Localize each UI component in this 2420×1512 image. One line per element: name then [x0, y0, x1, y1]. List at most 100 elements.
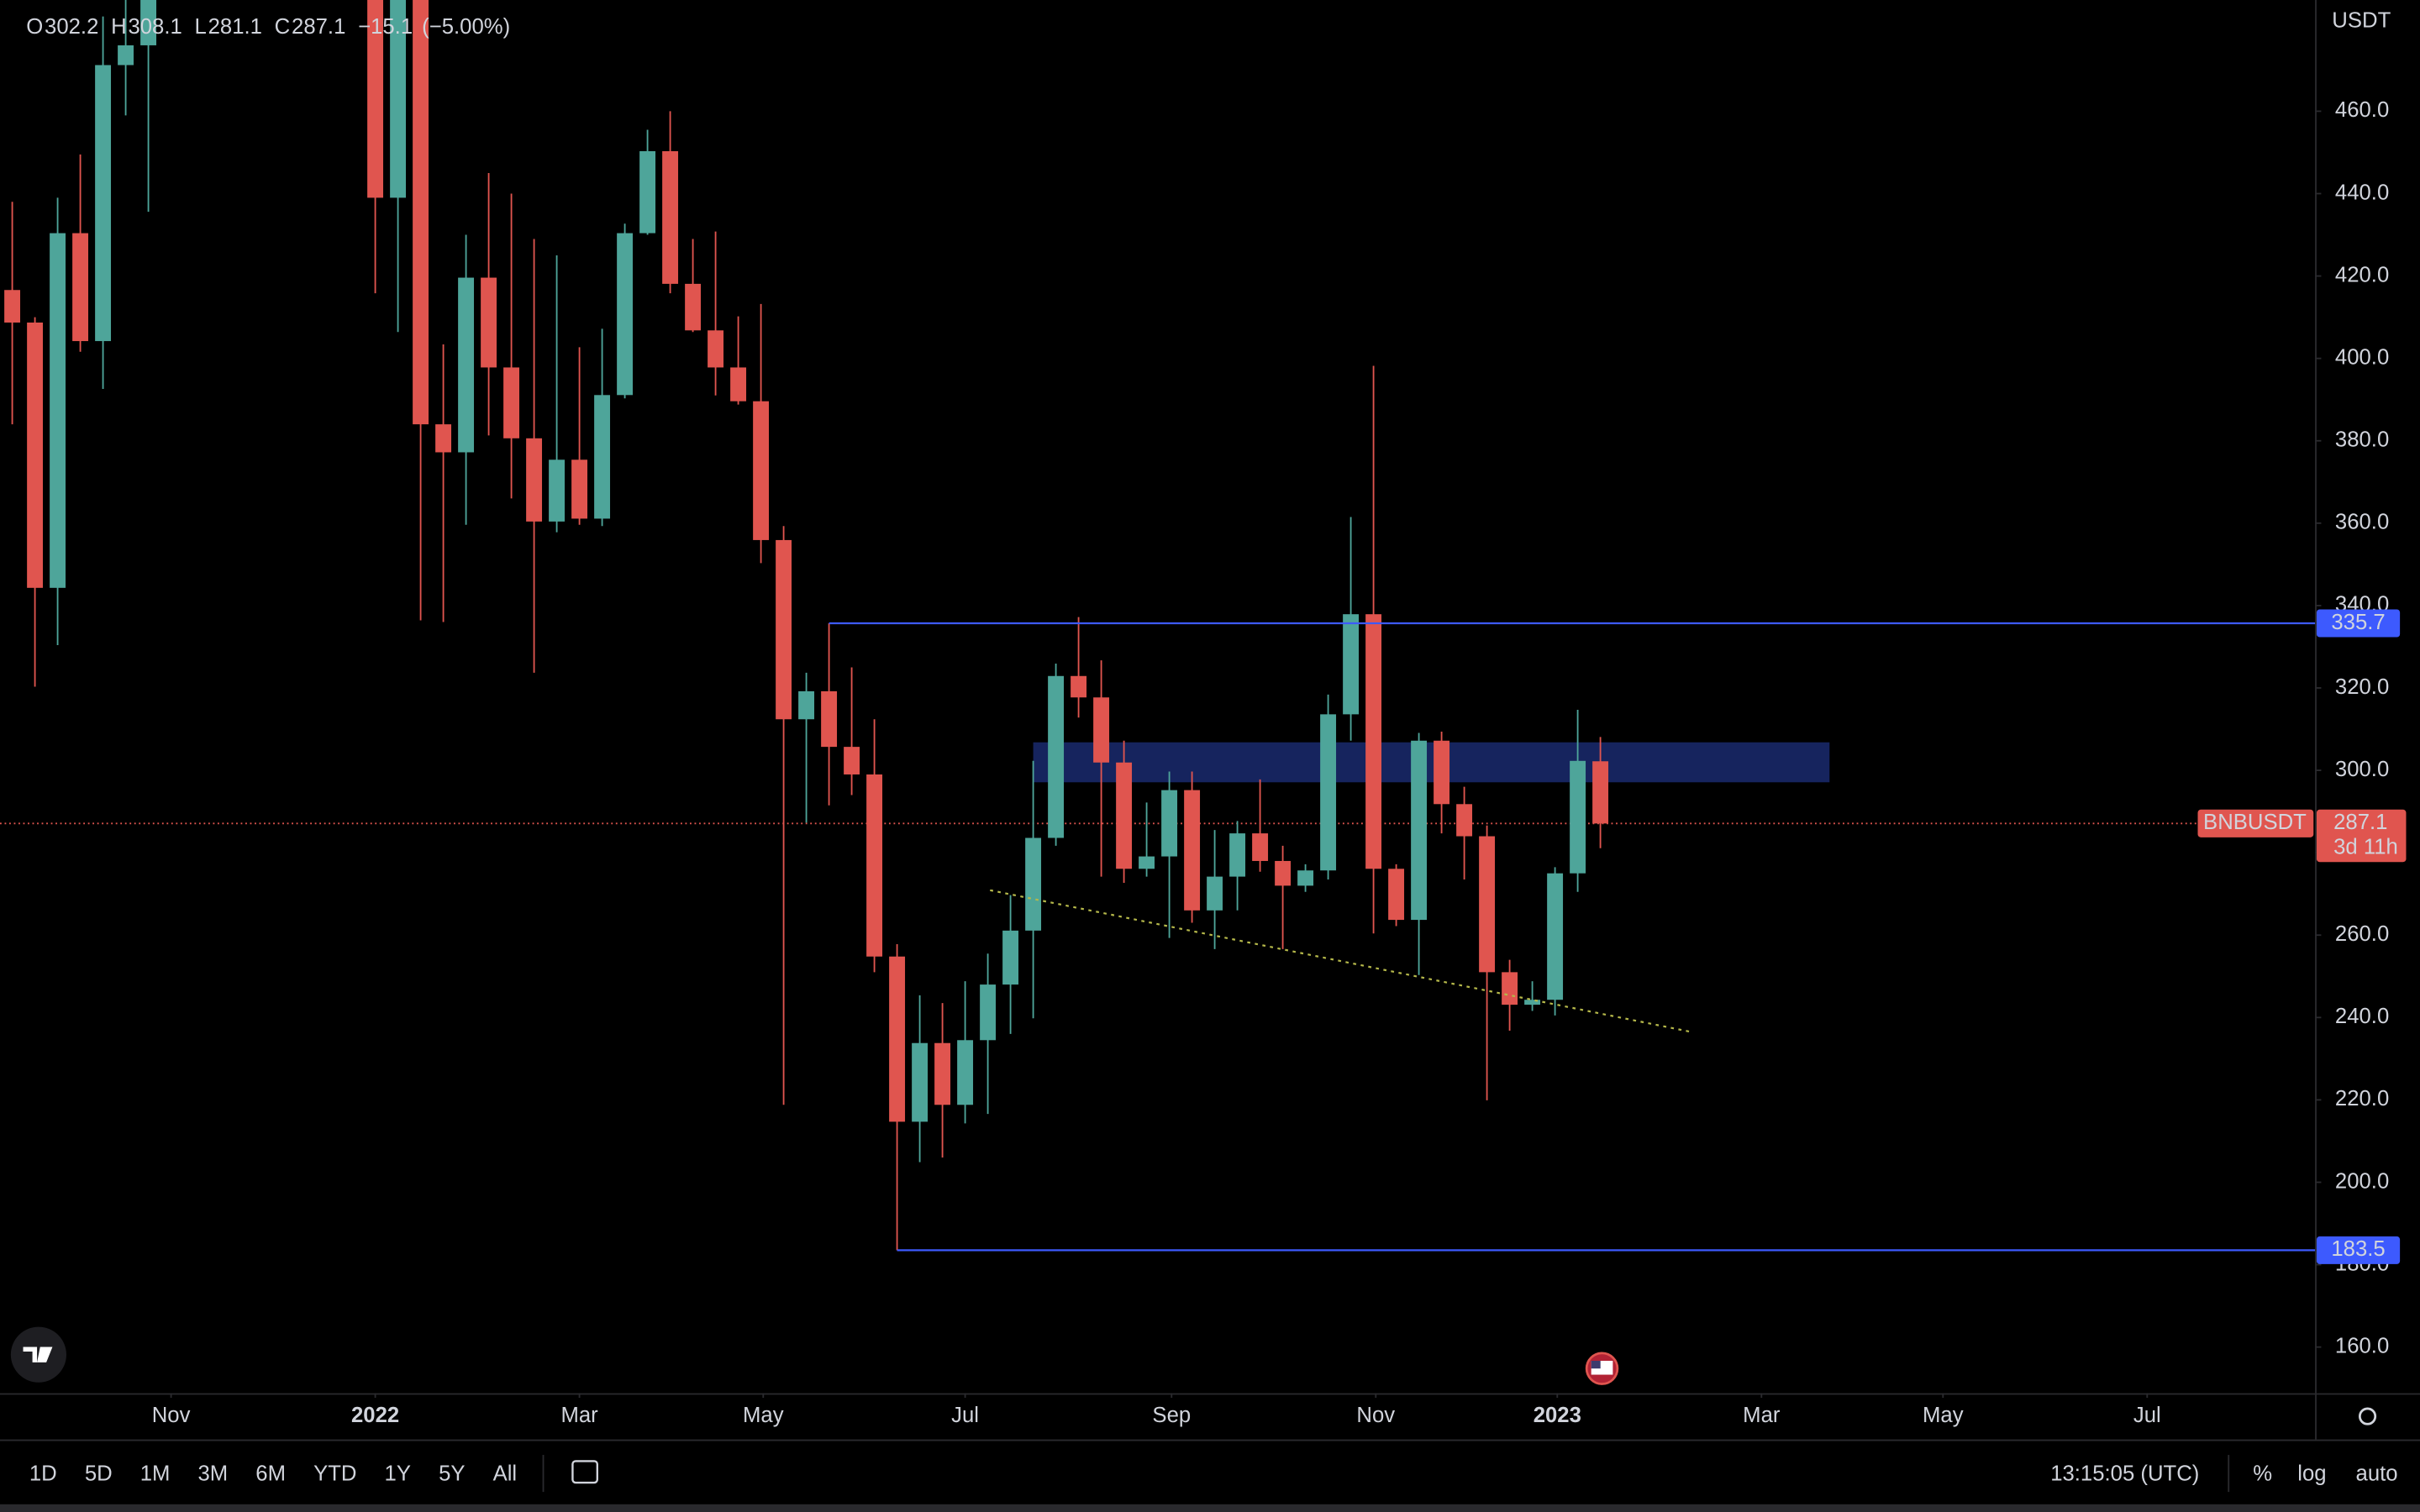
candle-body — [912, 1042, 929, 1122]
scale-option[interactable]: % — [2253, 1462, 2272, 1486]
candle-body — [435, 424, 452, 453]
candle-body — [390, 0, 407, 198]
candle-body — [1524, 1000, 1541, 1005]
y-tick-label: 320.0 — [2335, 675, 2389, 699]
candle-body — [1388, 869, 1405, 921]
candle-body — [118, 45, 134, 66]
candle-body — [934, 1042, 951, 1105]
candle-body — [776, 539, 792, 720]
last-price-tag — [2316, 809, 2407, 863]
y-tick-label: 240.0 — [2335, 1005, 2389, 1028]
countdown-label: 3d 11h — [2333, 836, 2398, 859]
last-price-label: 287.1 — [2333, 811, 2387, 834]
y-tick-label: 460.0 — [2335, 98, 2389, 122]
y-tick-label: 200.0 — [2335, 1169, 2389, 1193]
candle-body — [821, 690, 838, 748]
candle-body — [594, 395, 611, 519]
candle-body — [1570, 760, 1586, 874]
y-tick-label: 400.0 — [2335, 345, 2389, 369]
y-tick-label: 260.0 — [2335, 922, 2389, 946]
candle-body — [1229, 833, 1246, 877]
x-tick-label: Nov — [152, 1404, 191, 1427]
y-tick-label: 300.0 — [2335, 758, 2389, 781]
candle-body — [1275, 860, 1292, 886]
change-percent: (−5.00%) — [422, 15, 510, 39]
candle-body — [1184, 790, 1201, 911]
candle-body — [1093, 697, 1110, 763]
candle-body — [1502, 972, 1518, 1005]
candle-body — [1161, 790, 1178, 857]
x-tick-label: Mar — [1743, 1404, 1781, 1427]
range-button[interactable]: 3M — [198, 1462, 229, 1486]
range-button[interactable]: 1Y — [385, 1462, 411, 1486]
ohlc-key: O — [26, 15, 43, 39]
candle-body — [4, 290, 21, 323]
y-tick-label: 420.0 — [2335, 263, 2389, 286]
candle-body — [617, 233, 634, 396]
candle-body — [753, 401, 770, 540]
scale-option[interactable]: auto — [2356, 1462, 2398, 1486]
scale-option[interactable]: log — [2297, 1462, 2326, 1486]
candle-body — [1025, 837, 1042, 931]
candle-body — [1252, 833, 1269, 861]
settings-icon[interactable] — [2358, 1407, 2377, 1425]
candle-body — [730, 367, 747, 402]
ohlc-value: 308.1 — [128, 15, 182, 39]
logo-mark — [23, 1347, 53, 1362]
x-tick-label: Sep — [1152, 1404, 1191, 1427]
x-tick-label: 2022 — [351, 1404, 399, 1427]
range-button[interactable]: YTD — [313, 1462, 356, 1486]
currency-selector[interactable]: USDT — [2332, 9, 2391, 33]
candle-body — [957, 1040, 974, 1105]
candle-body — [140, 0, 157, 45]
candle-body — [95, 65, 112, 342]
change-value: −15.1 — [358, 15, 413, 39]
price-tag — [2316, 1236, 2401, 1264]
y-tick-label: 160.0 — [2335, 1334, 2389, 1357]
candle-body — [1071, 675, 1087, 698]
ohlc-key: C — [275, 15, 291, 39]
y-tick-label: 220.0 — [2335, 1087, 2389, 1110]
candle-body — [1434, 740, 1450, 805]
y-tick-label: 380.0 — [2335, 428, 2389, 452]
symbol-tag-label: BNBUSDT — [2203, 811, 2307, 834]
y-tick-label: 440.0 — [2335, 181, 2389, 204]
candle-body — [503, 367, 520, 438]
x-tick-label: Jul — [2133, 1404, 2161, 1427]
date-range-icon[interactable] — [571, 1460, 599, 1484]
candle-body — [1411, 740, 1428, 921]
range-button[interactable]: All — [493, 1462, 518, 1486]
candle-body — [866, 774, 883, 957]
candle-body — [571, 459, 588, 519]
range-button[interactable]: 1D — [29, 1462, 57, 1486]
candle-body — [481, 277, 497, 368]
range-button[interactable]: 6M — [255, 1462, 286, 1486]
candle-body — [1139, 856, 1155, 869]
bottom-strip — [0, 1504, 2420, 1512]
candle-body — [844, 747, 860, 774]
candle-body — [980, 984, 997, 1041]
candles — [4, 0, 1609, 1251]
candle-body — [1479, 836, 1496, 973]
candle-body — [1320, 714, 1337, 871]
price-tag-label: 335.7 — [2331, 611, 2385, 634]
candle-body — [27, 322, 44, 588]
candle-body — [526, 438, 543, 522]
candle-body — [1343, 614, 1360, 715]
candle-body — [1048, 675, 1065, 838]
range-button[interactable]: 1M — [140, 1462, 171, 1486]
x-tick-label: Jul — [951, 1404, 979, 1427]
range-button[interactable]: 5Y — [439, 1462, 465, 1486]
price-tag-label: 183.5 — [2331, 1237, 2385, 1261]
x-tick-label: May — [743, 1404, 784, 1427]
ohlc-value: 281.1 — [208, 15, 262, 39]
range-button[interactable]: 5D — [85, 1462, 113, 1486]
candle-body — [1547, 873, 1564, 1000]
candle-body — [413, 0, 429, 425]
plot-area — [0, 0, 2316, 1251]
candle-body — [549, 459, 566, 522]
candle-body — [1365, 614, 1382, 869]
candle-body — [458, 277, 475, 453]
